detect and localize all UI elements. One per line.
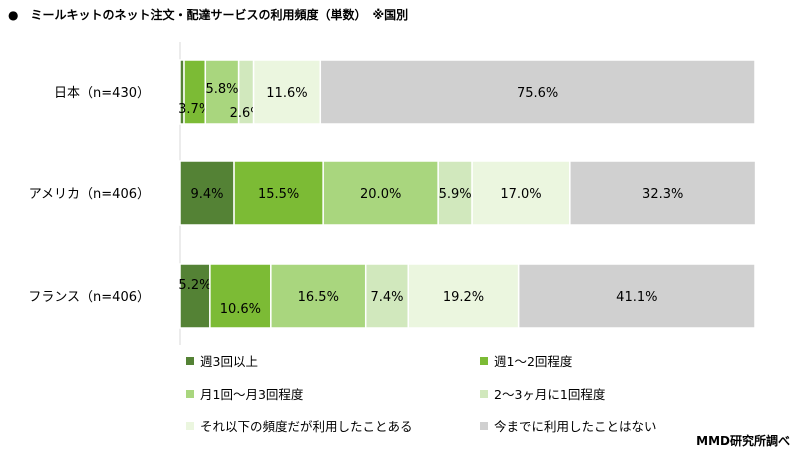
- data-label: 5.2%: [178, 278, 211, 293]
- category-label: 日本（n=430）: [54, 86, 150, 101]
- bar-segment: [209, 263, 272, 329]
- category-label: フランス（n=406）: [28, 290, 150, 305]
- data-label: 17.0%: [500, 187, 541, 202]
- data-label: 75.6%: [517, 86, 558, 101]
- legend-label: 2～3ヶ月に1回程度: [494, 387, 606, 402]
- category-label: アメリカ（n=406）: [29, 187, 150, 202]
- data-label: 19.2%: [443, 290, 484, 305]
- bar-segment: [233, 160, 324, 226]
- data-label: 41.1%: [616, 290, 657, 305]
- legend-label: それ以下の頻度だが利用したことある: [200, 419, 413, 434]
- bar-segment: [179, 263, 211, 329]
- chart-title: ● ミールキットのネット注文・配達サービスの利用頻度（単数） ※国別: [8, 8, 409, 22]
- data-label: 3.7%: [178, 102, 211, 117]
- legend-swatch: [480, 422, 488, 430]
- legend-label: 週3回以上: [200, 354, 258, 369]
- bar-segment: [517, 263, 756, 329]
- legend-label: 月1回～月3回程度: [200, 387, 304, 402]
- data-label: 7.4%: [370, 290, 403, 305]
- bar-segment: [437, 160, 473, 226]
- legend-swatch: [186, 390, 194, 398]
- legend-label: 今までに利用したことはない: [494, 419, 657, 434]
- data-label: 11.6%: [266, 86, 307, 101]
- data-label: 5.9%: [439, 187, 472, 202]
- legend-swatch: [480, 357, 488, 365]
- legend-label: 週1～2回程度: [494, 354, 573, 369]
- legend-swatch: [480, 390, 488, 398]
- bar-segment: [319, 59, 756, 125]
- source-note: MMD研究所調べ: [696, 434, 790, 448]
- data-label: 20.0%: [360, 187, 401, 202]
- data-label: 32.3%: [642, 187, 683, 202]
- legend-swatch: [186, 357, 194, 365]
- data-label: 16.5%: [298, 290, 339, 305]
- data-label: 9.4%: [191, 187, 224, 202]
- bar-segment: [364, 263, 410, 329]
- legend-swatch: [186, 422, 194, 430]
- data-label: 5.8%: [205, 82, 238, 97]
- bar-segment: [569, 160, 757, 226]
- data-label: 15.5%: [258, 187, 299, 202]
- data-label: 10.6%: [220, 302, 261, 317]
